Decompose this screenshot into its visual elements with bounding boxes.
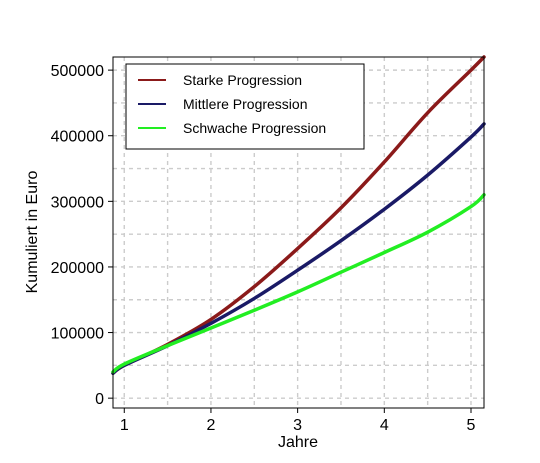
y-tick-label: 500000	[51, 63, 104, 80]
legend-label: Mittlere Progression	[183, 96, 308, 112]
legend-box	[125, 63, 365, 150]
x-tick-label: 3	[293, 417, 302, 434]
series-line	[111, 193, 486, 374]
x-tick-label: 1	[120, 417, 129, 434]
x-tick-label: 2	[206, 417, 215, 434]
series-lines	[111, 55, 486, 375]
x-tick-label: 4	[380, 417, 389, 434]
plot-frame	[112, 56, 485, 409]
x-axis: 1 2 3 4 5	[120, 408, 476, 434]
y-tick-label: 400000	[51, 129, 104, 146]
y-tick-label: 200000	[51, 260, 104, 277]
y-axis-title: Kumuliert in Euro	[24, 171, 41, 294]
x-tick-label: 5	[467, 417, 476, 434]
y-tick-label: 100000	[51, 326, 104, 343]
y-tick-label: 300000	[51, 194, 104, 211]
legend: Starke Progression Mittlere Progression Sc…	[125, 63, 365, 150]
legend-label: Starke Progression	[183, 72, 302, 88]
x-axis-title: Jahre	[278, 434, 318, 451]
y-tick-label: 0	[95, 391, 104, 408]
legend-label: Schwache Progression	[183, 120, 326, 136]
y-axis: 0 100000 200000 300000 400000 500000	[51, 63, 113, 408]
